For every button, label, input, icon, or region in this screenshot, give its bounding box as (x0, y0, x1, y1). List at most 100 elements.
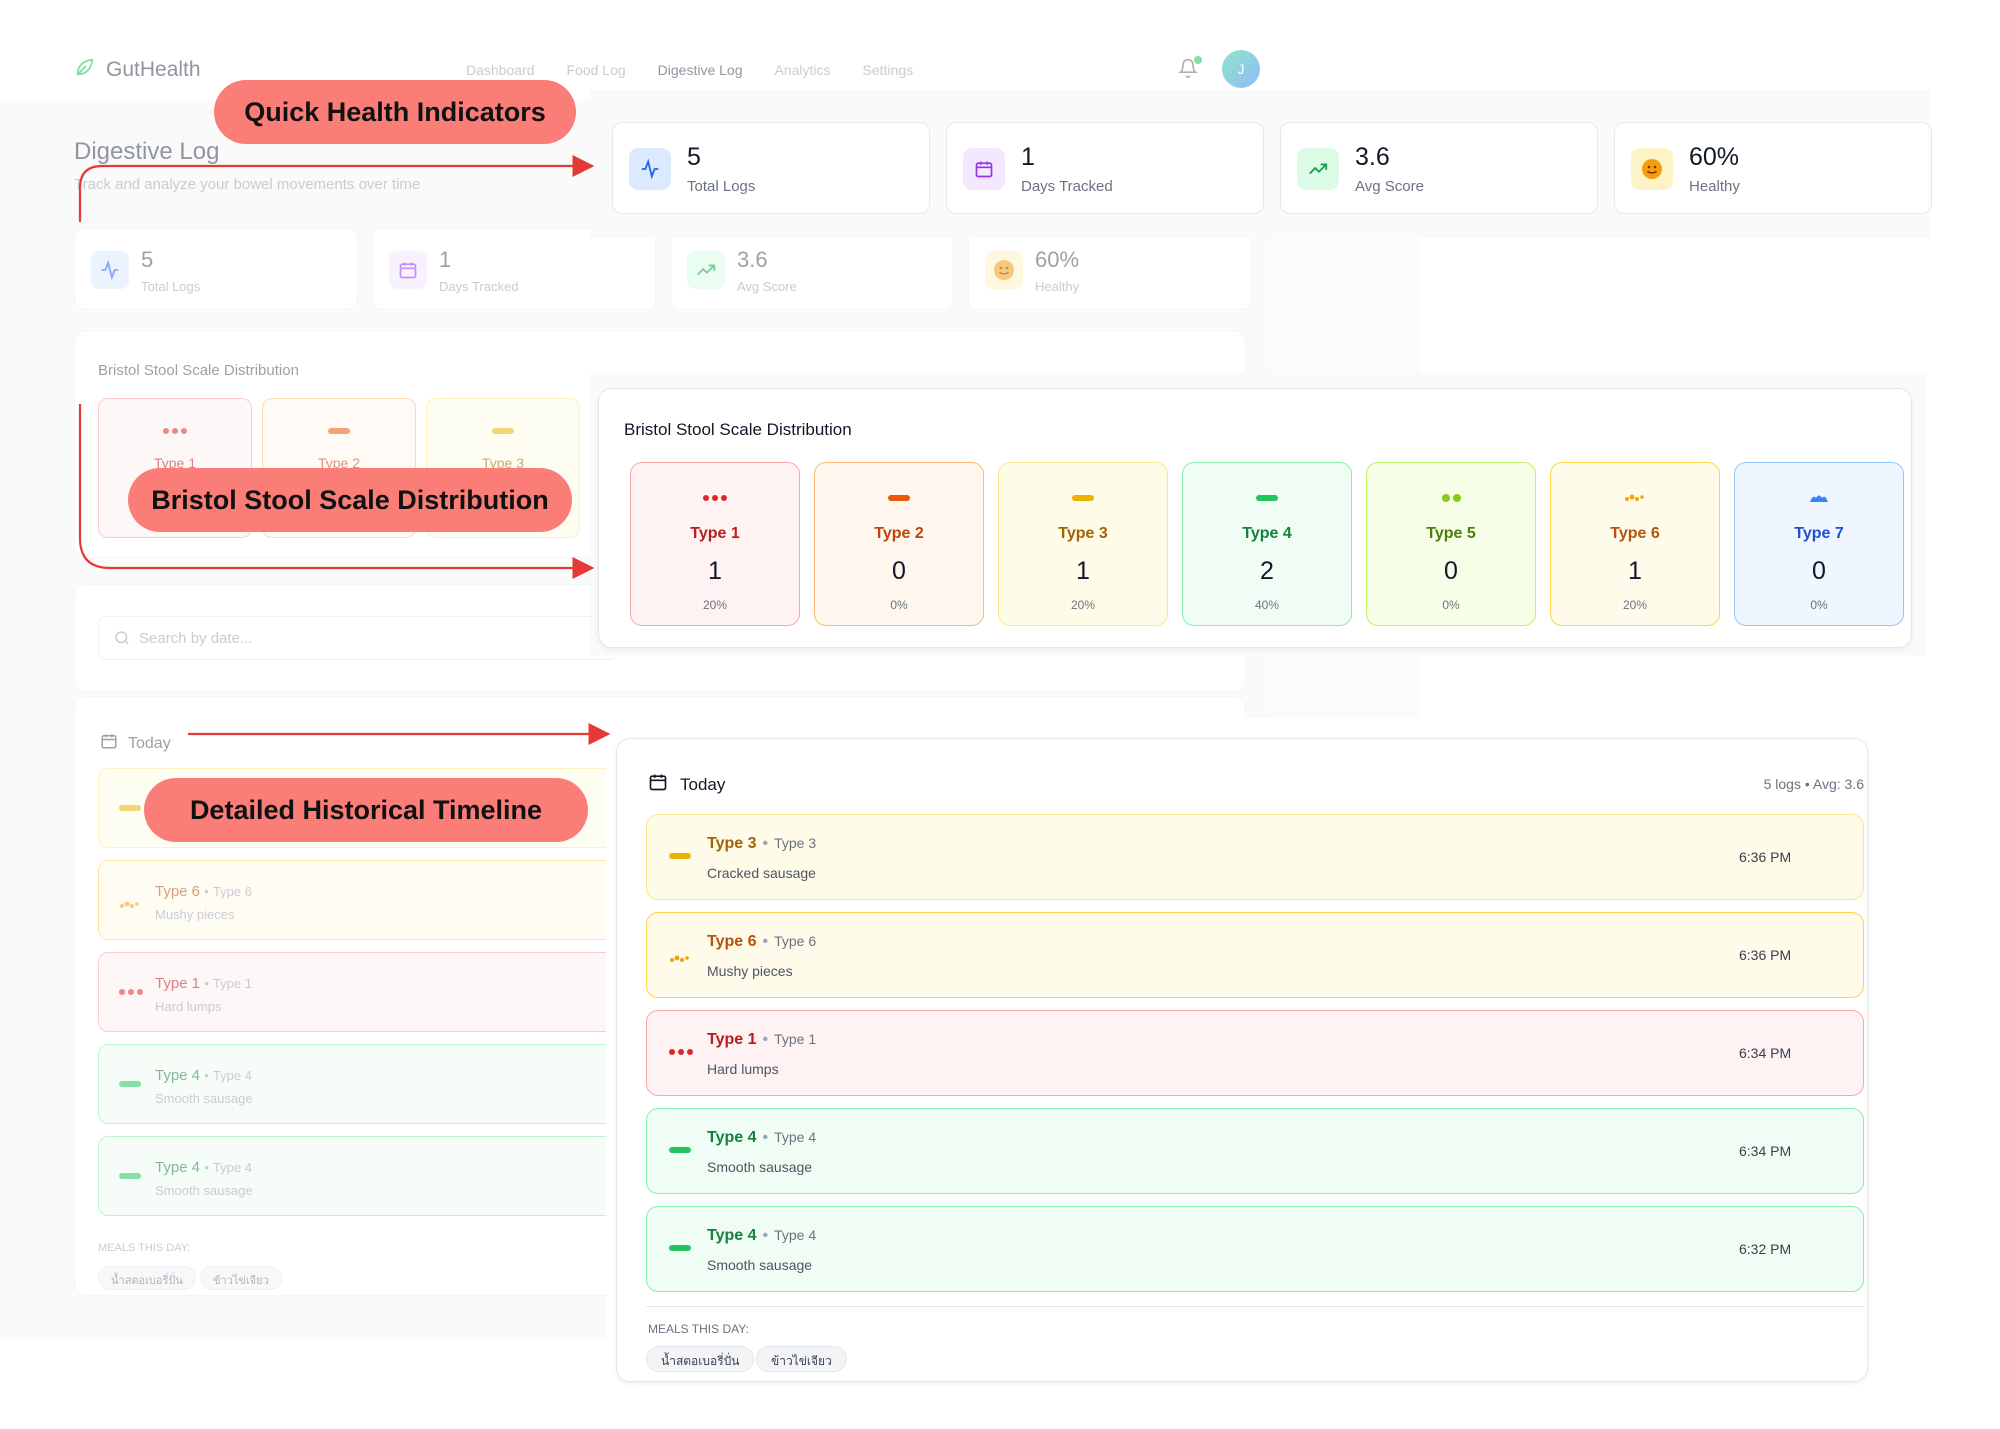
log-time: 6:36 PM (1739, 947, 1792, 963)
stool-glyph-icon (119, 989, 143, 995)
stool-glyph-icon (669, 951, 691, 969)
nav-food-log[interactable]: Food Log (566, 62, 626, 78)
avatar[interactable]: J (1222, 50, 1260, 88)
log-entry[interactable]: Type 4 • Type 4 Smooth sausage 6:34 PM (646, 1108, 1864, 1194)
type-name: Type 5 (1426, 525, 1476, 542)
type-percent: 40% (1254, 598, 1280, 612)
meal-chip[interactable]: ข้าวไข่เจียว (756, 1346, 847, 1372)
search-placeholder: Search by date... (139, 630, 253, 647)
trending-up-icon (687, 251, 725, 289)
type-count: 0 (892, 557, 906, 585)
log-entry[interactable]: Type 6 • Type 6 Mushy pieces 6:36 PM (646, 912, 1864, 998)
log-title: Type 4 • Type 4 (707, 1227, 816, 1245)
stool-glyph-icon (263, 425, 415, 437)
log-type: Type 4 (707, 1227, 757, 1244)
log-entry[interactable]: Type 1 • Type 1 Hard lumps 6:34 PM (646, 1010, 1864, 1096)
meal-chip[interactable]: น้ำสตอเบอรี่ปั่น (646, 1346, 755, 1372)
type-percent: 0% (890, 598, 908, 612)
base-stat-healthy: 60% Healthy (968, 228, 1252, 310)
stat-card-healthy: 60% Healthy (1614, 122, 1932, 214)
trending-up-icon (1297, 148, 1339, 190)
base-log-entry[interactable]: Type 4 • Type 4 Smooth sausage (98, 1044, 618, 1124)
type-count: 1 (708, 557, 722, 585)
log-separator: • (204, 1068, 209, 1083)
bell-icon[interactable] (1177, 58, 1199, 83)
page-subtitle: Track and analyze your bowel movements o… (74, 176, 421, 193)
type-count: 0 (1812, 557, 1826, 585)
search-input[interactable]: Search by date... (98, 616, 618, 660)
notification-dot (1194, 56, 1202, 64)
stat-label: Total Logs (687, 178, 756, 195)
stool-glyph-icon (99, 425, 251, 437)
base-log-entry[interactable]: Type 1 • Type 1 Hard lumps (98, 952, 618, 1032)
stat-value: 5 (141, 247, 154, 272)
bristol-type-type-4[interactable]: Type 4 2 40% (1182, 462, 1352, 626)
bristol-title: Bristol Stool Scale Distribution (624, 420, 852, 439)
stool-glyph-icon (815, 491, 983, 505)
nav-digestive-log[interactable]: Digestive Log (657, 62, 743, 78)
log-title: Type 3 • Type 3 (707, 835, 816, 853)
bristol-type-type-1[interactable]: Type 1 1 20% (630, 462, 800, 626)
log-description: Smooth sausage (707, 1159, 813, 1175)
log-subtype: Type 4 (212, 1160, 252, 1175)
log-description: Smooth sausage (155, 1091, 253, 1106)
log-description: Smooth sausage (155, 1183, 253, 1198)
bristol-type-type-7[interactable]: Type 7 0 0% (1734, 462, 1904, 626)
log-type: Type 1 (155, 975, 201, 992)
page-title: Digestive Log (74, 138, 220, 165)
log-title: Type 1 • Type 1 (155, 975, 252, 992)
stat-card-avg-score: 3.6 Avg Score (1280, 122, 1598, 214)
stool-glyph-icon (669, 1049, 693, 1055)
log-description: Mushy pieces (707, 963, 793, 979)
log-description: Hard lumps (155, 999, 222, 1014)
stool-glyph-icon (1551, 491, 1719, 505)
callout-quick-indicators: Quick Health Indicators (214, 80, 576, 144)
brand-logo[interactable]: GutHealth (74, 56, 201, 83)
log-type: Type 6 (155, 883, 201, 900)
meals-heading: MEALS THIS DAY: (648, 1322, 749, 1336)
stat-label: Healthy (1689, 178, 1740, 195)
type-count: 1 (1628, 557, 1642, 585)
log-description: Smooth sausage (707, 1257, 813, 1273)
base-stat-total-logs: 5 Total Logs (74, 228, 358, 310)
stool-glyph-icon (669, 1245, 691, 1251)
log-time: 6:32 PM (1739, 1241, 1792, 1257)
activity-icon (91, 251, 129, 289)
log-separator: • (762, 1031, 769, 1048)
log-title: Type 4 • Type 4 (707, 1129, 816, 1147)
log-time: 6:36 PM (1739, 849, 1792, 865)
log-subtype: Type 6 (212, 884, 252, 899)
stat-value: 5 (687, 143, 701, 171)
bristol-type-type-2[interactable]: Type 2 0 0% (814, 462, 984, 626)
base-meal-chip[interactable]: น้ำสตอเบอรี่ปั่น (98, 1266, 196, 1290)
bristol-type-type-5[interactable]: Type 5 0 0% (1366, 462, 1536, 626)
base-log-entry[interactable]: Type 6 • Type 6 Mushy pieces (98, 860, 618, 940)
stat-card-days-tracked: 1 Days Tracked (946, 122, 1264, 214)
day-summary: 5 logs • Avg: 3.6 (1763, 776, 1864, 792)
log-entry[interactable]: Type 3 • Type 3 Cracked sausage 6:36 PM (646, 814, 1864, 900)
log-separator: • (762, 1129, 769, 1146)
stool-glyph-icon (1183, 491, 1351, 505)
bristol-type-type-6[interactable]: Type 6 1 20% (1550, 462, 1720, 626)
base-meal-chip[interactable]: ข้าวไข่เจียว (200, 1266, 282, 1290)
type-name: Type 2 (874, 525, 924, 542)
nav-dashboard[interactable]: Dashboard (466, 62, 535, 78)
nav-settings[interactable]: Settings (862, 62, 914, 78)
log-description: Cracked sausage (707, 865, 816, 881)
log-title: Type 6 • Type 6 (155, 883, 252, 900)
bristol-type-type-3[interactable]: Type 3 1 20% (998, 462, 1168, 626)
log-type: Type 3 (707, 835, 757, 852)
calendar-icon (963, 148, 1005, 190)
stool-glyph-icon (119, 1081, 141, 1087)
log-entry[interactable]: Type 4 • Type 4 Smooth sausage 6:32 PM (646, 1206, 1864, 1292)
base-log-entry[interactable]: Type 4 • Type 4 Smooth sausage (98, 1136, 618, 1216)
log-type: Type 1 (707, 1031, 757, 1048)
calendar-icon (389, 251, 427, 289)
nav-analytics[interactable]: Analytics (774, 62, 831, 78)
meals-divider (646, 1306, 1864, 1307)
log-subtype: Type 6 (774, 933, 817, 949)
log-title: Type 4 • Type 4 (155, 1159, 252, 1176)
log-type: Type 6 (707, 933, 757, 950)
base-stat-avg-score: 3.6 Avg Score (670, 228, 954, 310)
calendar-icon (100, 732, 118, 755)
